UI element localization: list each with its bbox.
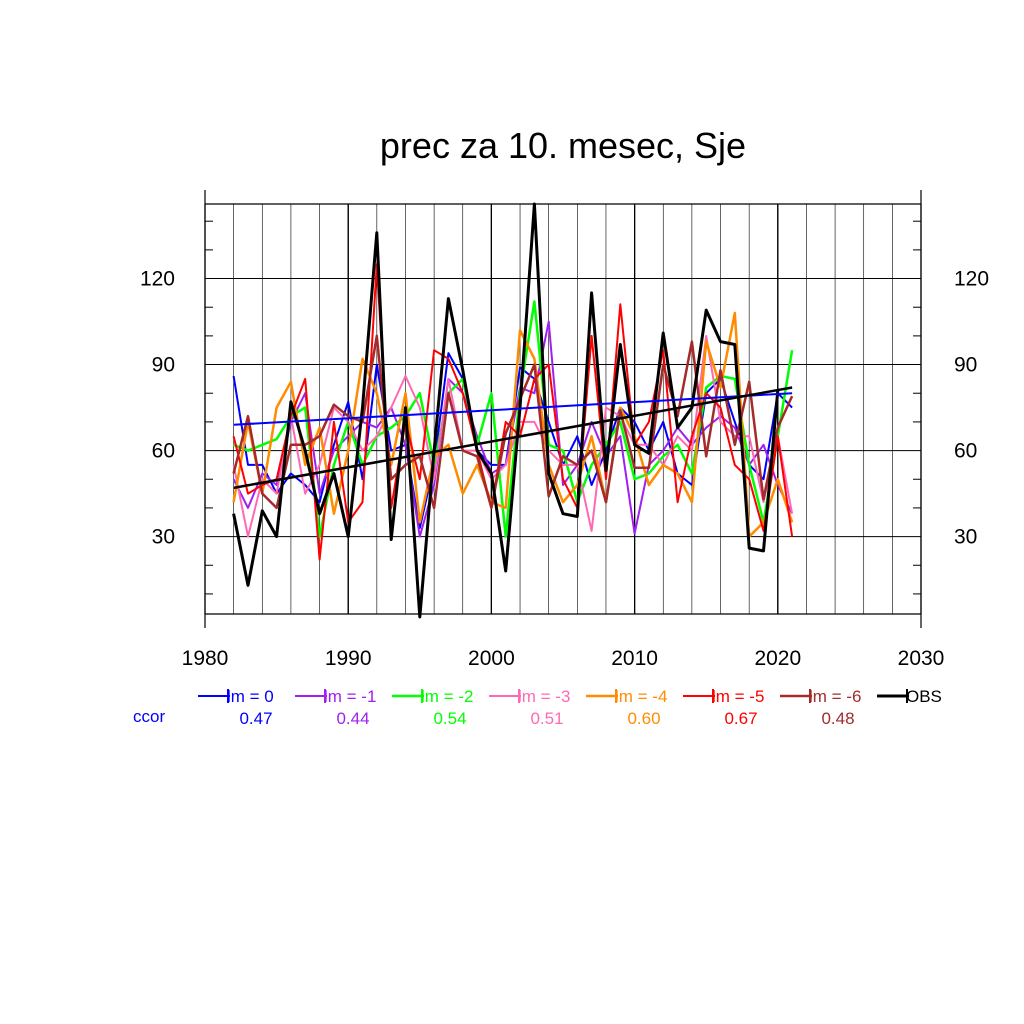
legend-ccor: 0.67 bbox=[724, 709, 757, 728]
series-lines bbox=[232, 202, 794, 619]
legend-label: lm = -3 bbox=[518, 687, 570, 706]
trend-lines bbox=[233, 386, 793, 490]
series-line-7 bbox=[232, 202, 780, 619]
x-tick-label: 1990 bbox=[325, 647, 372, 670]
trend-line-0 bbox=[233, 392, 793, 426]
legend-label: lm = -1 bbox=[324, 687, 376, 706]
x-tick-label: 2030 bbox=[898, 647, 945, 670]
y-tick-label-right: 60 bbox=[954, 440, 977, 463]
legend-label: lm = -6 bbox=[809, 687, 861, 706]
y-tick-label-left: 60 bbox=[152, 440, 175, 463]
legend: ccor lm = 0 0.47 lm = -1 0.44 lm = -2 0.54 lm =… bbox=[133, 687, 942, 728]
x-tick-label: 2000 bbox=[468, 647, 515, 670]
legend-label: lm = -5 bbox=[712, 687, 764, 706]
legend-ccor: 0.54 bbox=[433, 709, 466, 728]
y-tick-label-right: 30 bbox=[954, 526, 977, 549]
grid bbox=[204, 204, 922, 614]
legend-label: lm = 0 bbox=[227, 687, 274, 706]
y-tick-label-left: 120 bbox=[140, 268, 175, 291]
ccor-label: ccor bbox=[133, 707, 165, 726]
x-tick-label: 1980 bbox=[182, 647, 229, 670]
y-tick-label-right: 120 bbox=[954, 268, 989, 291]
chart-title: prec za 10. mesec, Sje bbox=[380, 125, 746, 166]
trend-line-7 bbox=[233, 386, 793, 490]
y-tick-label-left: 90 bbox=[152, 354, 175, 377]
legend-ccor: 0.60 bbox=[627, 709, 660, 728]
legend-ccor: 0.48 bbox=[821, 709, 854, 728]
legend-label: lm = -4 bbox=[615, 687, 667, 706]
y-tick-label-right: 90 bbox=[954, 354, 977, 377]
y-tick-label-left: 30 bbox=[152, 526, 175, 549]
legend-label: lm = -2 bbox=[421, 687, 473, 706]
legend-ccor: 0.47 bbox=[239, 709, 272, 728]
legend-label: OBS bbox=[906, 687, 942, 706]
plot-frame bbox=[204, 190, 922, 628]
legend-ccor: 0.51 bbox=[530, 709, 563, 728]
axis-ticks: 30 30 60 60 90 90 120 120 1980 1990 2000 2010 2020 20… bbox=[140, 220, 989, 670]
legend-ccor: 0.44 bbox=[336, 709, 369, 728]
x-tick-label: 2020 bbox=[754, 647, 801, 670]
x-tick-label: 2010 bbox=[611, 647, 658, 670]
